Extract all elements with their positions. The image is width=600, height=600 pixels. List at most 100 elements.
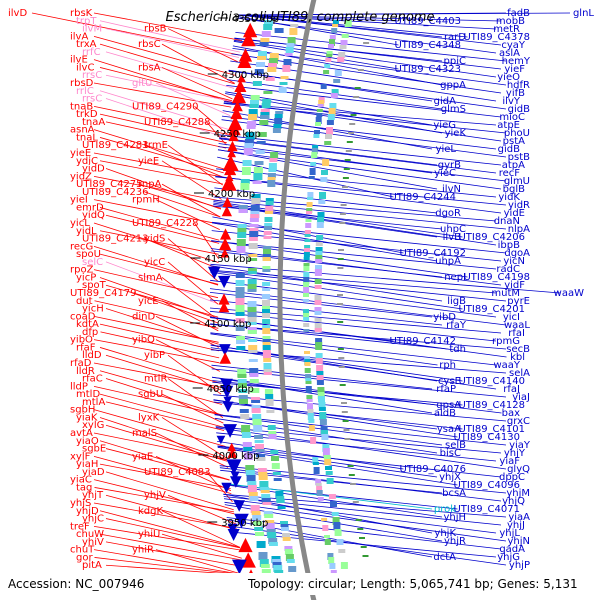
gene-label[interactable]: lyxK — [138, 412, 160, 423]
gene-label[interactable]: rfaD — [70, 358, 92, 369]
gene-label[interactable]: yhjK — [434, 528, 456, 539]
gene-label[interactable]: yibQ — [132, 335, 155, 346]
gene-label[interactable]: emrD — [76, 202, 104, 213]
gene-label[interactable]: dctA — [433, 552, 456, 563]
gene-label[interactable]: cyaY — [501, 40, 526, 51]
gene-label[interactable]: yibO — [70, 335, 93, 346]
gene-label[interactable]: mtlA — [82, 397, 105, 408]
gene-label[interactable]: yiaJ — [512, 392, 530, 403]
gene-label[interactable]: yieL — [436, 144, 457, 155]
gene-label[interactable]: UTI89_C4403 — [394, 16, 461, 27]
gene-label[interactable]: yieE — [138, 156, 159, 167]
gene-label[interactable]: UTI89_C4283 — [82, 140, 149, 151]
gene-label[interactable]: yhjN — [507, 536, 530, 547]
gene-label[interactable]: chuW — [76, 529, 104, 540]
gene-label[interactable]: yibP — [144, 350, 165, 361]
gene-label[interactable]: UTI89_C4201 — [458, 304, 525, 315]
gene-label[interactable]: UTI89_C4244 — [389, 192, 456, 203]
gene-label[interactable]: lldR — [76, 366, 95, 377]
gene-label[interactable]: UTI89_C4142 — [389, 336, 456, 347]
gene-label[interactable]: xylF — [70, 451, 91, 462]
gene-label[interactable]: yhjJ — [507, 520, 525, 531]
gene-label[interactable]: yiaC — [70, 475, 92, 486]
gene-label[interactable]: grxC — [507, 416, 530, 427]
gene-label[interactable]: hdfR — [507, 80, 530, 91]
gene-label[interactable]: mioC — [499, 112, 525, 123]
gene-label[interactable]: yhjL — [499, 528, 520, 539]
gene-label[interactable]: asnA — [70, 125, 95, 136]
gene-label[interactable]: gor — [76, 552, 93, 563]
gene-label[interactable]: dppC — [499, 472, 525, 483]
gene-label[interactable]: bglB — [503, 184, 525, 195]
gene-label[interactable]: yhjP — [509, 560, 530, 571]
gene-label[interactable]: dinD — [132, 311, 155, 322]
gene-label[interactable]: pstB — [508, 152, 530, 163]
gene-label[interactable]: yiaK — [76, 412, 98, 423]
gene-label[interactable]: recG — [70, 241, 93, 252]
gene-label[interactable]: waaL — [504, 320, 530, 331]
gene-label[interactable]: pitA — [82, 560, 102, 571]
gene-label[interactable]: tnaB — [70, 101, 93, 112]
gene-label[interactable]: dgoA — [504, 248, 530, 259]
gene-label[interactable]: yicL — [70, 218, 90, 229]
gene-label[interactable]: ydiC — [76, 156, 98, 167]
gene-label[interactable]: gidB — [498, 144, 520, 155]
gene-label[interactable]: ilvB — [443, 232, 461, 243]
gene-label[interactable]: yhjY — [504, 448, 526, 459]
gene-label[interactable]: yicN — [503, 256, 525, 267]
gene-label[interactable]: UTI89_C4128 — [458, 400, 525, 411]
gene-label[interactable]: aslA — [499, 48, 520, 59]
gene-label[interactable]: gadA — [499, 544, 525, 555]
gene-label[interactable]: trkD — [76, 109, 98, 120]
gene-label[interactable]: nepI — [444, 272, 466, 283]
gene-label[interactable]: UTI89_C4275 — [76, 179, 143, 190]
gene-label[interactable]: ilvD — [8, 8, 27, 19]
gene-label[interactable]: UTI89_C4288 — [144, 117, 211, 128]
gene-label[interactable]: prok — [434, 504, 456, 515]
gene-label[interactable]: yhjR — [444, 536, 466, 547]
gene-label[interactable]: mtlD — [76, 389, 100, 400]
gene-label[interactable]: yidF — [504, 280, 525, 291]
gene-label[interactable]: gidA — [434, 96, 456, 107]
gene-label[interactable]: trpT — [76, 16, 97, 27]
gene-label[interactable]: tdh — [449, 344, 466, 355]
gene-label[interactable]: yidZ — [70, 171, 92, 182]
gene-label[interactable]: yhjS — [70, 498, 91, 509]
gene-label[interactable]: phoU — [504, 128, 530, 139]
gene-label[interactable]: radC — [496, 264, 520, 275]
gene-label[interactable]: rnpA — [138, 179, 162, 190]
gene-label[interactable]: treF — [70, 521, 90, 532]
gene-label[interactable]: ilvN — [442, 184, 461, 195]
gene-label[interactable]: rfaJ — [503, 384, 520, 395]
gene-label[interactable]: UTI89_C4290 — [132, 101, 199, 112]
gene-label[interactable]: ysaA — [437, 424, 461, 435]
gene-label[interactable]: ilvY — [502, 96, 520, 107]
gene-label[interactable]: yicH — [82, 304, 104, 315]
gene-label[interactable]: kdtA — [76, 319, 99, 330]
gene-label[interactable]: rrsC — [82, 94, 102, 105]
gene-label[interactable]: yieI — [70, 195, 88, 206]
gene-label[interactable]: rbsD — [70, 78, 94, 89]
gene-label[interactable]: ilvC — [76, 62, 94, 73]
gene-label[interactable]: rrfC — [82, 47, 101, 58]
gene-label[interactable]: fadB — [507, 8, 530, 19]
gene-label[interactable]: yhjC — [82, 514, 104, 525]
gene-label[interactable]: dnaN — [494, 216, 520, 227]
gene-label[interactable]: waaY — [493, 360, 520, 371]
gene-label[interactable]: bcsA — [442, 488, 466, 499]
gene-label[interactable]: glmS — [441, 104, 466, 115]
gene-label[interactable]: UTI89_C4348 — [394, 40, 461, 51]
gene-label[interactable]: rpoZ — [70, 265, 94, 276]
gene-label[interactable]: dgoR — [435, 208, 461, 219]
gene-label[interactable]: yhjH — [443, 512, 466, 523]
gene-label[interactable]: yibD — [433, 312, 456, 323]
gene-label[interactable]: yieE — [70, 148, 91, 159]
gene-label[interactable]: mtlR — [144, 374, 167, 385]
gene-label[interactable]: UTI89_C4140 — [458, 376, 525, 387]
gene-label[interactable]: ibpB — [498, 240, 520, 251]
gene-label[interactable]: coaD — [70, 311, 96, 322]
gene-label[interactable]: yicP — [76, 272, 96, 283]
gene-label[interactable]: rfaY — [446, 320, 467, 331]
gene-label[interactable]: rfaF — [76, 342, 96, 353]
gene-label[interactable]: gyrB — [438, 160, 461, 171]
